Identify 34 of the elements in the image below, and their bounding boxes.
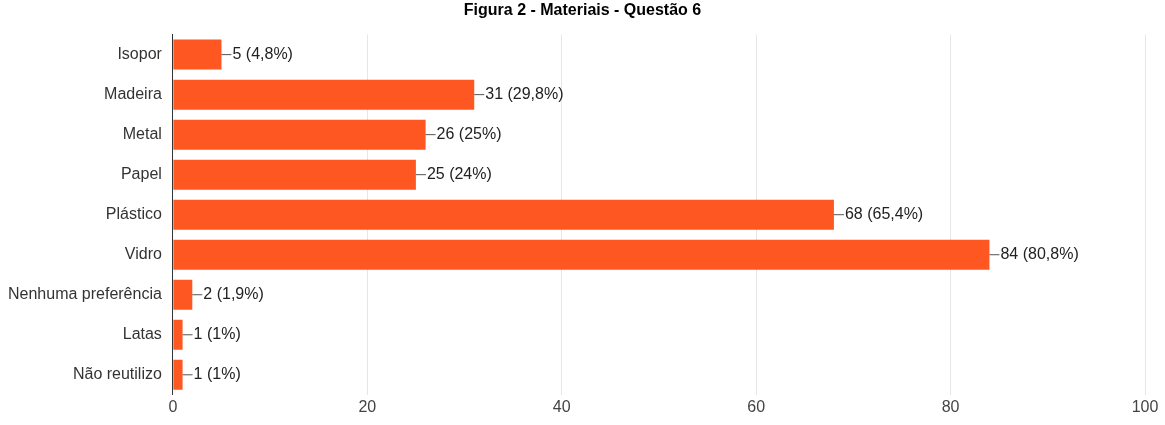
y-tick-label: Não reutilizo xyxy=(72,365,162,383)
bar xyxy=(173,239,990,270)
x-tick-label: 0 xyxy=(168,397,178,415)
y-tick-label: Latas xyxy=(122,325,162,343)
bar xyxy=(173,199,834,230)
data-label: 84 (80,8%) xyxy=(1000,245,1079,263)
data-label: 1 (1%) xyxy=(193,365,241,383)
x-tick-label: 100 xyxy=(1131,397,1159,415)
data-label: 25 (24%) xyxy=(426,165,492,183)
x-tick-label: 80 xyxy=(941,397,960,415)
bar xyxy=(173,159,416,190)
bar xyxy=(173,359,183,390)
x-tick-label: 60 xyxy=(747,397,766,415)
y-tick-label: Vidro xyxy=(124,245,162,263)
y-tick-label: Madeira xyxy=(104,85,162,103)
y-tick-label: Plástico xyxy=(105,205,162,223)
data-label: 68 (65,4%) xyxy=(844,205,924,223)
x-tick-label: 40 xyxy=(552,397,571,415)
bar xyxy=(173,319,183,350)
bar xyxy=(173,79,475,110)
bar xyxy=(173,119,426,150)
x-tick-label: 20 xyxy=(358,397,377,415)
y-tick-label: Papel xyxy=(120,165,162,183)
bar xyxy=(173,279,193,310)
data-label: 5 (4,8%) xyxy=(232,45,293,63)
y-tick-label: Nenhuma preferência xyxy=(7,285,162,303)
data-label: 26 (25%) xyxy=(436,125,502,143)
y-tick-label: Isopor xyxy=(117,45,163,63)
chart-title: Figura 2 - Materiais - Questão 6 xyxy=(462,0,703,20)
bar xyxy=(173,39,222,70)
data-label: 31 (29,8%) xyxy=(485,85,564,103)
data-label: 1 (1%) xyxy=(193,325,241,343)
y-tick-label: Metal xyxy=(122,125,162,143)
data-label: 2 (1,9%) xyxy=(203,285,264,303)
